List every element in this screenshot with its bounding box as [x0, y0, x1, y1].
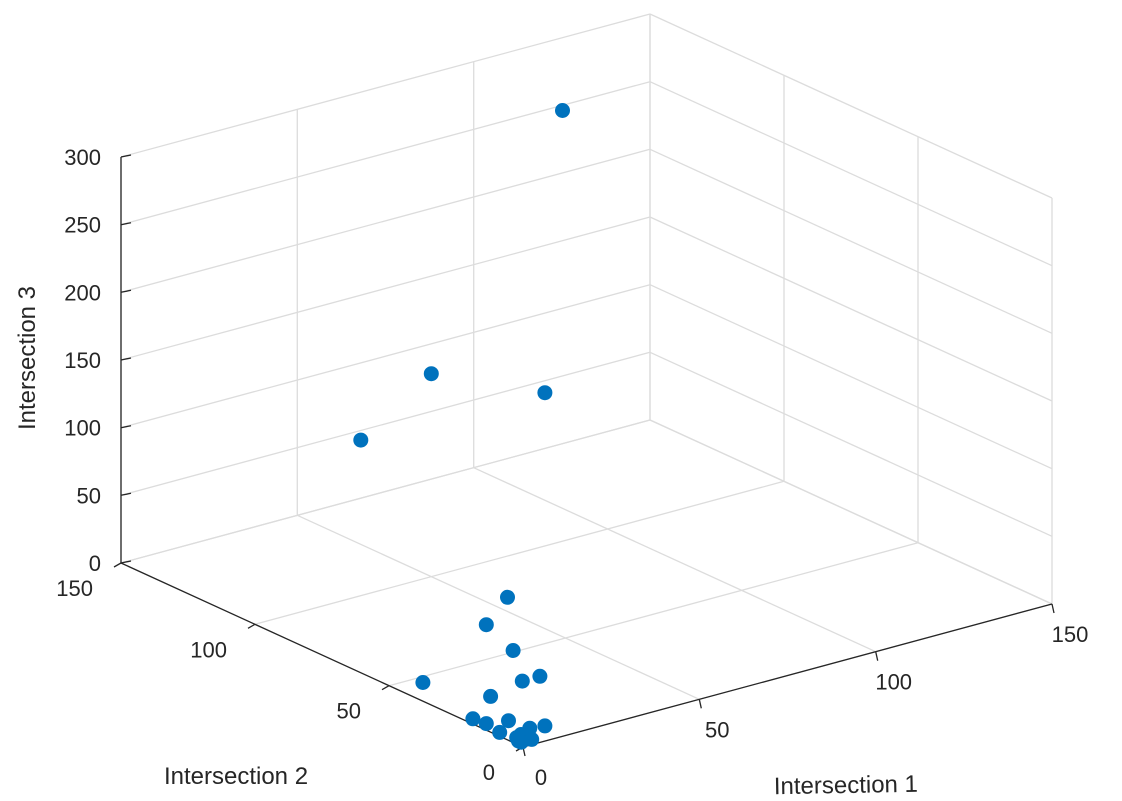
y-axis-title: Intersection 2: [164, 763, 308, 790]
z-tick: [120, 560, 132, 564]
data-point: [555, 103, 570, 118]
side-wall-gridline-z: [649, 148, 1053, 334]
x-tick: [875, 651, 879, 661]
data-point: [513, 734, 529, 750]
data-point: [492, 724, 508, 740]
grid-layer: [120, 13, 1053, 748]
y-tick-label: 150: [56, 576, 93, 601]
back-wall-gridline-z: [120, 284, 651, 429]
z-tick: [120, 425, 132, 429]
data-point: [423, 366, 439, 382]
x-tick-label: 150: [1052, 622, 1089, 647]
z-tick-label: 50: [77, 483, 101, 508]
data-point: [514, 673, 530, 689]
z-tick-label: 150: [64, 348, 101, 373]
x-tick-label: 0: [535, 765, 547, 790]
data-point: [500, 589, 515, 605]
y-tick: [113, 562, 122, 568]
back-wall-gridline-z: [120, 419, 651, 564]
data-point: [415, 675, 431, 690]
y-axis-line: [120, 562, 524, 748]
x-axis-title: Intersection 1: [774, 771, 919, 801]
data-point: [501, 713, 516, 729]
side-wall-gridline-z: [649, 419, 1053, 605]
z-tick: [120, 222, 132, 226]
x-tick: [1051, 603, 1055, 614]
z-tick-label: 0: [89, 551, 101, 576]
z-tick: [120, 357, 132, 361]
y-tick-label: 0: [483, 760, 495, 785]
side-wall-gridline-z: [649, 351, 1053, 537]
data-point: [483, 688, 499, 704]
side-wall-gridline-z: [649, 13, 1053, 199]
back-wall-gridline-z: [120, 216, 651, 361]
axes-layer: [113, 154, 1055, 757]
data-point: [505, 643, 521, 658]
data-point: [537, 385, 553, 401]
z-axis-title: Intersection 3: [14, 286, 41, 430]
data-point: [478, 716, 494, 732]
z-tick: [120, 492, 132, 496]
floor-gridline-y: [388, 542, 919, 687]
data-point: [537, 718, 553, 734]
x-tick-label: 50: [705, 717, 729, 742]
floor-gridline-x: [473, 467, 876, 653]
side-wall-gridline-z: [649, 284, 1053, 470]
z-tick-label: 250: [64, 213, 101, 238]
y-tick: [381, 685, 390, 691]
data-point: [353, 432, 369, 448]
floor-gridline-x: [297, 514, 700, 700]
data-point: [465, 711, 481, 727]
data-points-layer: [353, 103, 570, 750]
side-wall-gridline-z: [649, 81, 1053, 267]
z-tick-label: 100: [64, 416, 101, 441]
y-tick: [247, 623, 256, 629]
y-tick-label: 100: [190, 637, 227, 662]
data-point: [478, 617, 494, 633]
z-tick: [120, 289, 132, 293]
x-tick: [698, 699, 702, 709]
x-tick-label: 100: [875, 670, 912, 695]
back-wall-gridline-z: [120, 13, 651, 158]
side-wall-gridline-z: [649, 216, 1053, 402]
x-axis-line: [522, 603, 1053, 748]
back-wall-gridline-z: [120, 148, 651, 293]
z-tick-label: 300: [64, 145, 101, 170]
floor-gridline-y: [254, 480, 785, 625]
y-tick-label: 50: [337, 699, 361, 724]
z-tick: [120, 154, 132, 158]
data-point: [532, 668, 548, 684]
back-wall-gridline-z: [120, 81, 651, 226]
z-tick-label: 200: [64, 280, 101, 305]
back-wall-gridline-z: [120, 351, 651, 496]
